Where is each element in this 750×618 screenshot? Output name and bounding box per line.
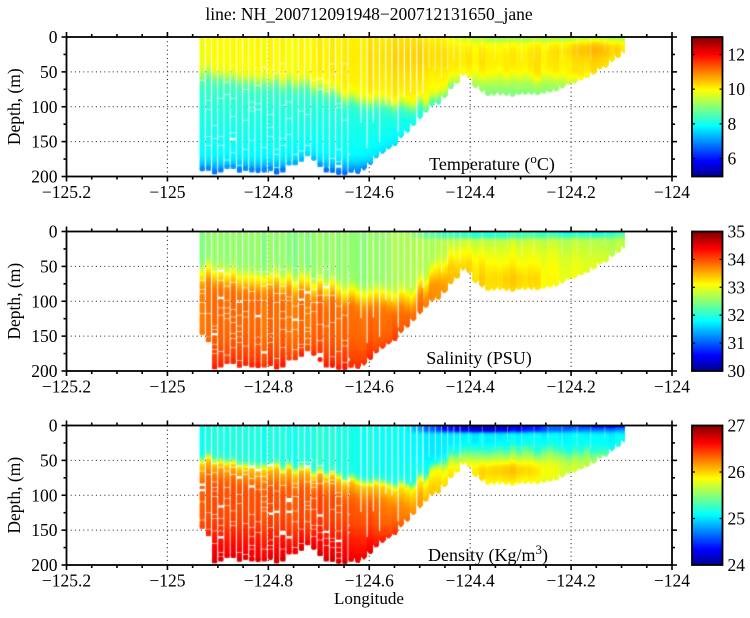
svg-text:0: 0 — [49, 222, 58, 242]
svg-text:−125: −125 — [149, 182, 185, 202]
svg-text:Depth, (m): Depth, (m) — [4, 68, 24, 145]
svg-text:27: 27 — [728, 416, 746, 436]
svg-text:−124.2: −124.2 — [546, 377, 595, 397]
svg-text:26: 26 — [728, 462, 746, 482]
svg-text:6: 6 — [728, 148, 737, 168]
svg-text:−125: −125 — [149, 571, 185, 591]
svg-text:−124.6: −124.6 — [345, 377, 394, 397]
svg-text:Depth, (m): Depth, (m) — [4, 263, 24, 340]
svg-text:Density (Kg/m3): Density (Kg/m3) — [428, 542, 548, 567]
svg-text:50: 50 — [40, 62, 58, 82]
svg-text:Salinity (PSU): Salinity (PSU) — [426, 348, 532, 369]
svg-text:33: 33 — [728, 277, 746, 297]
svg-text:12: 12 — [728, 45, 746, 65]
svg-text:−124.2: −124.2 — [546, 571, 595, 591]
svg-text:−124.4: −124.4 — [446, 182, 495, 202]
svg-text:200: 200 — [31, 167, 58, 187]
svg-text:−124.4: −124.4 — [446, 377, 495, 397]
svg-text:150: 150 — [31, 132, 58, 152]
svg-text:32: 32 — [728, 305, 746, 325]
svg-text:−124: −124 — [654, 182, 690, 202]
svg-text:−124.8: −124.8 — [244, 182, 293, 202]
svg-text:25: 25 — [728, 509, 746, 529]
svg-text:100: 100 — [31, 97, 58, 117]
svg-text:50: 50 — [40, 450, 58, 470]
svg-text:0: 0 — [49, 27, 58, 47]
svg-text:30: 30 — [728, 361, 746, 381]
svg-text:−125.2: −125.2 — [42, 377, 91, 397]
svg-text:34: 34 — [728, 249, 746, 269]
svg-text:−125.2: −125.2 — [42, 571, 91, 591]
svg-text:−124.6: −124.6 — [345, 182, 394, 202]
svg-text:50: 50 — [40, 256, 58, 276]
svg-text:−124.8: −124.8 — [244, 377, 293, 397]
svg-text:200: 200 — [31, 555, 58, 575]
svg-text:0: 0 — [49, 416, 58, 436]
svg-text:Longitude: Longitude — [334, 589, 404, 608]
svg-text:Depth, (m): Depth, (m) — [4, 457, 24, 534]
svg-text:−124: −124 — [654, 571, 690, 591]
svg-text:−124.2: −124.2 — [546, 182, 595, 202]
svg-text:line: NH_200712091948−20071213: line: NH_200712091948−200712131650_jane — [205, 4, 533, 24]
svg-text:−125: −125 — [149, 377, 185, 397]
svg-text:−124.4: −124.4 — [446, 571, 495, 591]
svg-text:−124: −124 — [654, 377, 690, 397]
svg-text:35: 35 — [728, 222, 746, 242]
svg-text:−125.2: −125.2 — [42, 182, 91, 202]
svg-text:Temperature (oC): Temperature (oC) — [429, 151, 555, 176]
svg-text:100: 100 — [31, 485, 58, 505]
svg-text:10: 10 — [728, 79, 746, 99]
svg-text:150: 150 — [31, 326, 58, 346]
svg-text:8: 8 — [728, 114, 737, 134]
svg-text:150: 150 — [31, 520, 58, 540]
svg-text:200: 200 — [31, 361, 58, 381]
svg-text:24: 24 — [728, 555, 746, 575]
svg-text:31: 31 — [728, 333, 746, 353]
svg-text:100: 100 — [31, 291, 58, 311]
svg-text:−124.6: −124.6 — [345, 571, 394, 591]
svg-text:−124.8: −124.8 — [244, 571, 293, 591]
